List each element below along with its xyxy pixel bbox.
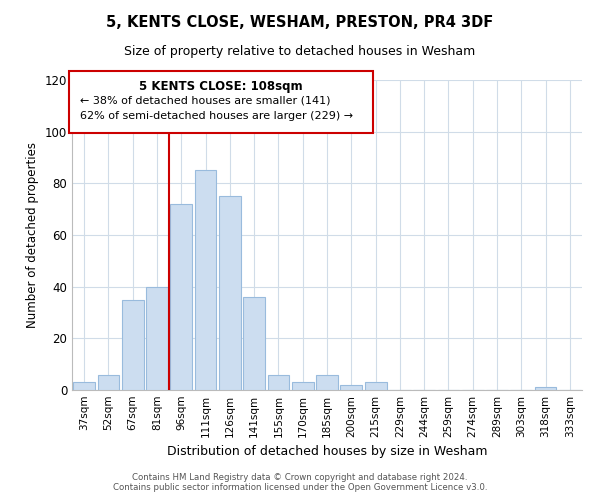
X-axis label: Distribution of detached houses by size in Wesham: Distribution of detached houses by size … <box>167 446 487 458</box>
FancyBboxPatch shape <box>70 70 373 132</box>
Text: ← 38% of detached houses are smaller (141): ← 38% of detached houses are smaller (14… <box>80 96 330 106</box>
Bar <box>340 385 362 390</box>
Bar <box>316 374 338 390</box>
Bar <box>122 300 143 390</box>
Bar <box>268 374 289 390</box>
Bar <box>219 196 241 390</box>
Y-axis label: Number of detached properties: Number of detached properties <box>26 142 39 328</box>
Bar <box>292 382 314 390</box>
Text: Contains HM Land Registry data © Crown copyright and database right 2024.
Contai: Contains HM Land Registry data © Crown c… <box>113 473 487 492</box>
Bar <box>73 382 95 390</box>
Bar <box>535 388 556 390</box>
Bar <box>170 204 192 390</box>
Bar <box>243 297 265 390</box>
Bar <box>97 374 119 390</box>
Text: 62% of semi-detached houses are larger (229) →: 62% of semi-detached houses are larger (… <box>80 111 353 121</box>
Text: 5 KENTS CLOSE: 108sqm: 5 KENTS CLOSE: 108sqm <box>139 80 303 93</box>
Bar <box>146 286 168 390</box>
Text: Size of property relative to detached houses in Wesham: Size of property relative to detached ho… <box>124 45 476 58</box>
Bar <box>365 382 386 390</box>
Text: 5, KENTS CLOSE, WESHAM, PRESTON, PR4 3DF: 5, KENTS CLOSE, WESHAM, PRESTON, PR4 3DF <box>106 15 494 30</box>
Bar <box>194 170 217 390</box>
